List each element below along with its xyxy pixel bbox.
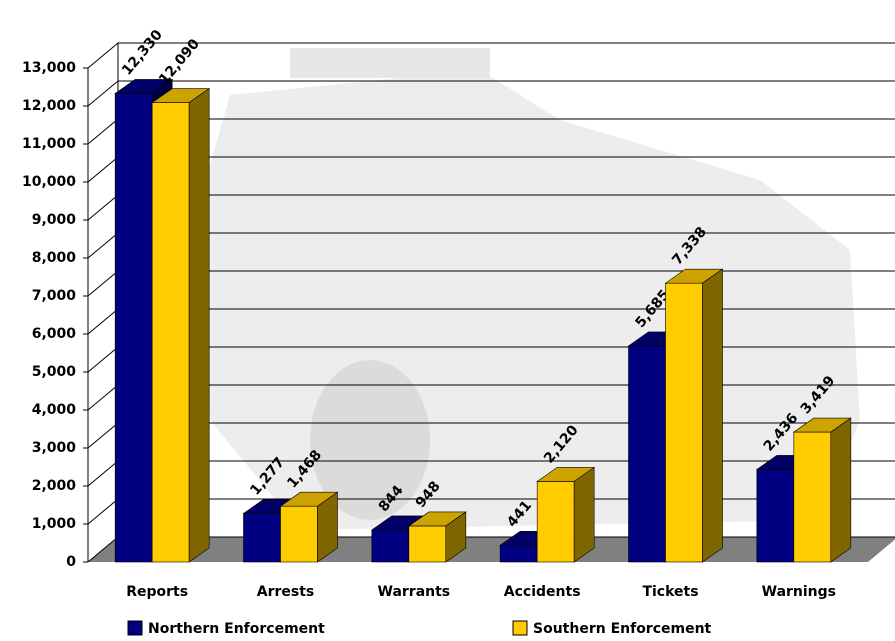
- grid-line: [87, 232, 119, 259]
- bar-front: [371, 529, 410, 563]
- bar-front: [665, 282, 703, 563]
- data-label: 12,330: [119, 27, 166, 79]
- y-tick-label: 5,000: [32, 364, 77, 380]
- bar-side: [317, 491, 338, 563]
- y-tick-label: 1,000: [32, 516, 77, 532]
- y-tick-label: 11,000: [22, 136, 76, 152]
- y-tick-label: 10,000: [22, 174, 76, 190]
- x-tick-label: Reports: [126, 584, 188, 600]
- grid-line: [87, 460, 119, 487]
- legend-label: Southern Enforcement: [533, 621, 712, 637]
- bar-side: [573, 466, 595, 563]
- bar-side: [702, 268, 723, 563]
- bar-front: [243, 513, 281, 563]
- y-tick-label: 6,000: [32, 326, 77, 342]
- x-tick-label: Arrests: [257, 584, 315, 600]
- bar-front: [756, 469, 795, 563]
- x-tick-label: Tickets: [642, 584, 698, 600]
- x-tick-label: Warrants: [378, 584, 451, 600]
- grid-line: [87, 308, 119, 335]
- bar-side: [830, 417, 852, 563]
- grid-line: [87, 80, 119, 107]
- background-car: [200, 48, 860, 530]
- legend-swatch: [127, 620, 143, 636]
- grid-line: [87, 384, 119, 411]
- grid-line: [87, 42, 119, 69]
- bar-front: [114, 93, 153, 563]
- grid-line: [87, 156, 119, 183]
- grid-line: [87, 194, 119, 221]
- bar-front: [408, 525, 447, 563]
- grid-line: [87, 536, 119, 563]
- grid-line: [87, 346, 119, 373]
- grid-line: [87, 422, 119, 449]
- y-tick-label: 7,000: [32, 288, 77, 304]
- bar-side: [188, 88, 210, 563]
- bar-front: [793, 431, 832, 563]
- x-tick-label: Warnings: [762, 584, 836, 600]
- data-label: 12,090: [156, 36, 203, 88]
- legend-label: Northern Enforcement: [148, 621, 325, 637]
- y-tick-label: 0: [66, 554, 76, 570]
- legend-swatch: [512, 620, 528, 636]
- bar-front: [151, 102, 190, 563]
- grid-line: [87, 270, 119, 297]
- y-tick-label: 4,000: [32, 402, 77, 418]
- y-tick-label: 3,000: [32, 440, 77, 456]
- grid-line: [87, 498, 119, 525]
- bar-side: [445, 511, 467, 563]
- y-tick-label: 13,000: [22, 60, 76, 76]
- bar-front: [499, 544, 538, 563]
- bar-front: [536, 481, 575, 563]
- y-tick-label: 12,000: [22, 98, 76, 114]
- bar-front: [280, 505, 318, 563]
- y-tick-label: 9,000: [32, 212, 77, 228]
- x-tick-label: Accidents: [504, 584, 581, 600]
- y-tick-label: 8,000: [32, 250, 77, 266]
- bar-front: [628, 345, 666, 563]
- y-tick-label: 2,000: [32, 478, 77, 494]
- grid-line: [87, 118, 119, 145]
